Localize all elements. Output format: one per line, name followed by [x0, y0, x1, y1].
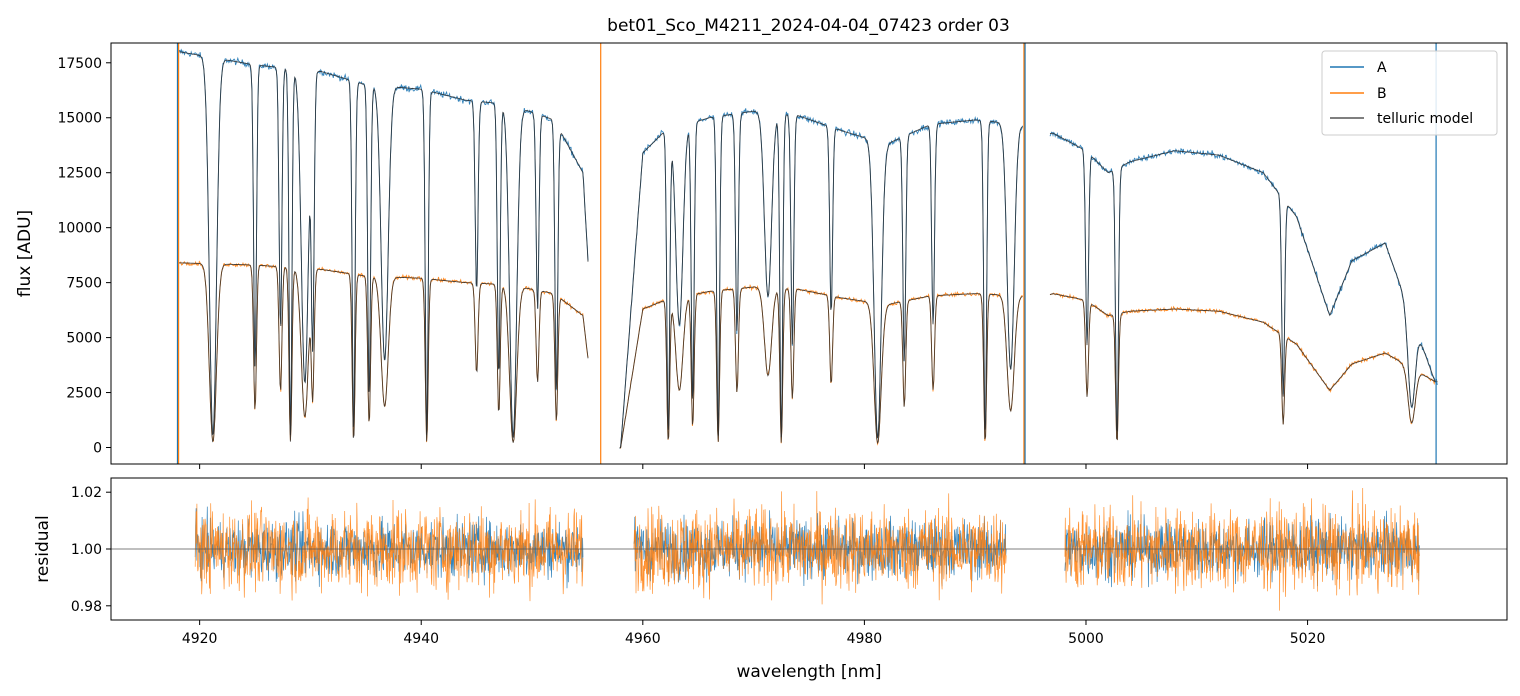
residual-xtick-label: 5020	[1290, 631, 1326, 647]
residual-xtick-label: 4980	[847, 631, 883, 647]
flux-axes-frame	[110, 42, 1508, 465]
residual-xtick-label: 4920	[182, 631, 218, 647]
flux-y-ticks: 0 2500 5000 7500 10000 12500 15000 17500	[57, 56, 111, 457]
chart-title: bet01_Sco_M4211_2024-04-04_07423 order 0…	[607, 16, 1010, 36]
residual-x-ticks: 4920 4940 4960 4980 5000 5020	[182, 620, 1326, 647]
residual-y-axis-label: residual	[33, 515, 53, 582]
telluric-model-line-b	[178, 262, 1438, 448]
legend: A B telluric model	[1321, 50, 1498, 136]
residual-ytick-label: 1.02	[71, 485, 102, 501]
telluric-model-line-a	[178, 51, 1438, 448]
legend-label-a: A	[1377, 60, 1387, 76]
flux-ytick-label: 5000	[66, 331, 102, 347]
flux-ytick-label: 0	[93, 441, 102, 457]
x-axis-label: wavelength [nm]	[736, 662, 881, 682]
flux-panel: 0 2500 5000 7500 10000 12500 15000 17500 flux […	[15, 42, 1508, 469]
residual-ytick-label: 0.98	[71, 599, 102, 615]
flux-y-axis-label: flux [ADU]	[15, 210, 35, 297]
legend-box	[1321, 50, 1498, 136]
flux-ytick-label: 12500	[57, 166, 102, 182]
legend-label-b: B	[1377, 86, 1387, 102]
flux-ytick-label: 2500	[66, 386, 102, 402]
legend-label-telluric: telluric model	[1377, 111, 1473, 127]
residual-xtick-label: 4960	[625, 631, 661, 647]
residual-panel: 0.98 1.00 1.02 4920 4940 4960 4980 5000 5020 re…	[33, 477, 1508, 682]
residual-y-ticks: 0.98 1.00 1.02	[71, 485, 111, 615]
residual-xtick-label: 5000	[1068, 631, 1104, 647]
flux-x-ticks	[199, 464, 1309, 469]
flux-ytick-label: 15000	[57, 111, 102, 127]
residual-xtick-label: 4940	[403, 631, 439, 647]
residual-ytick-label: 1.00	[71, 542, 102, 558]
series-b-residual-line	[194, 487, 1420, 611]
residual-series-group	[111, 487, 1507, 611]
flux-series-group	[176, 43, 1438, 464]
flux-ytick-label: 17500	[57, 56, 102, 72]
flux-ytick-label: 7500	[66, 276, 102, 292]
flux-ytick-label: 10000	[57, 221, 102, 237]
